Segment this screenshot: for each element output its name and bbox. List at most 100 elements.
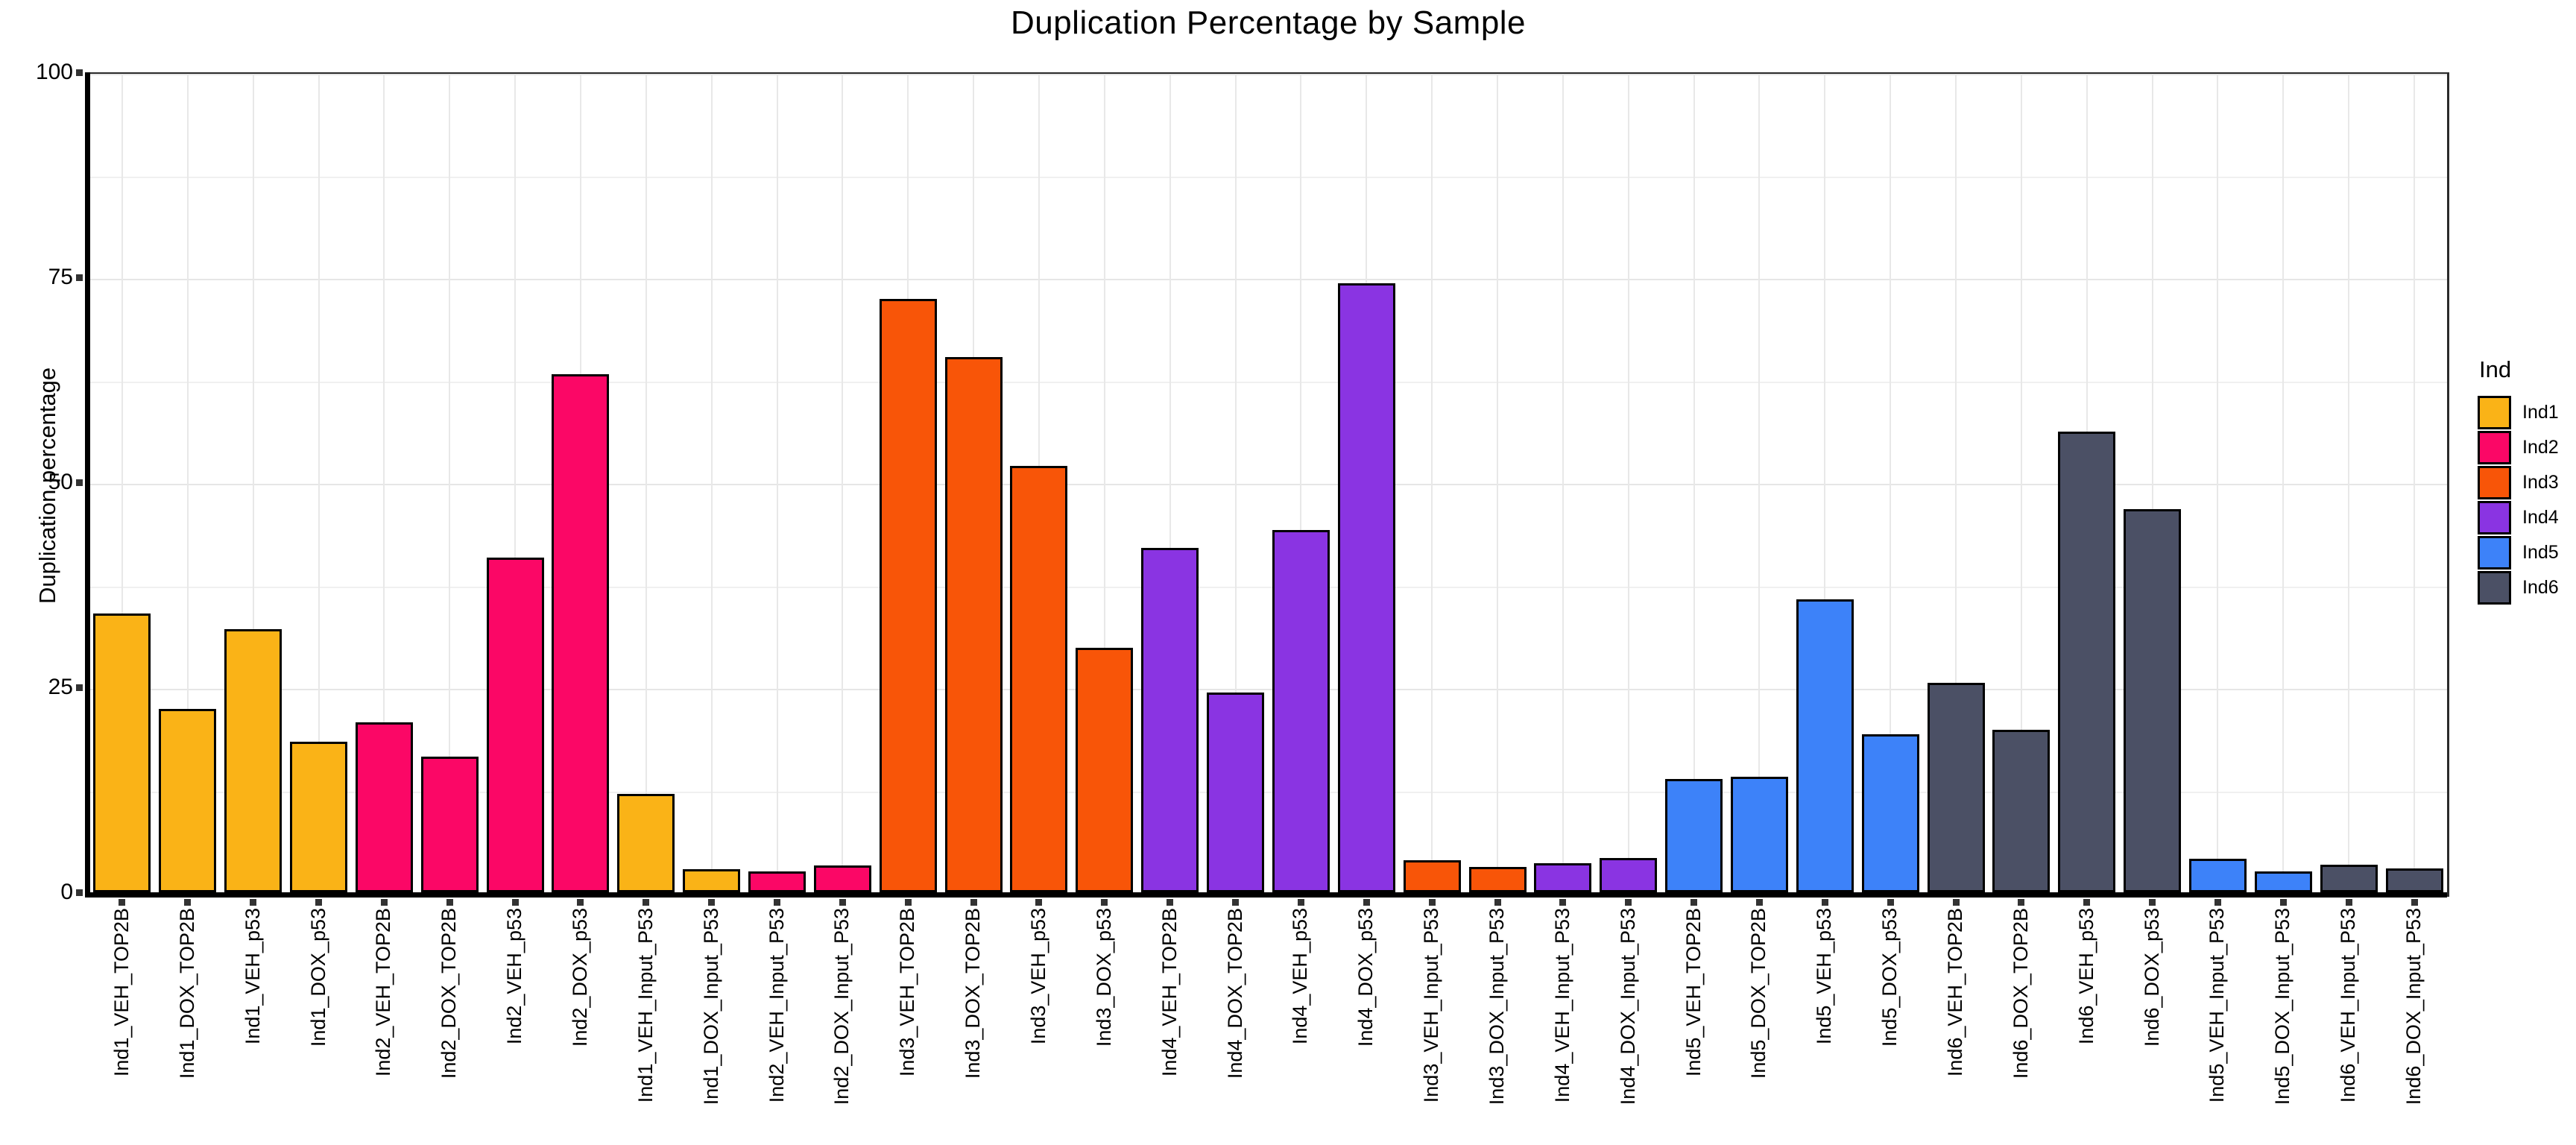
x-tick [904, 899, 912, 906]
bar-Ind2_DOX_Input_P53 [814, 865, 871, 892]
x-tick [2018, 899, 2025, 906]
x-axis-label-Ind4_DOX_p53: Ind4_DOX_p53 [1354, 908, 1377, 1047]
x-tick [1559, 899, 1567, 906]
category-gridline [1431, 75, 1433, 897]
y-tick-label: 0 [60, 880, 73, 904]
legend-label-Ind5: Ind5 [2522, 542, 2559, 563]
x-tick [577, 899, 584, 906]
y-tick [76, 274, 83, 281]
x-tick [643, 899, 650, 906]
x-tick [1232, 899, 1240, 906]
x-axis-label-Ind2_VEH_TOP2B: Ind2_VEH_TOP2B [372, 908, 395, 1077]
bar-Ind6_DOX_TOP2B [1992, 730, 2050, 892]
x-tick [2279, 899, 2287, 906]
x-axis-label-Ind1_DOX_TOP2B: Ind1_DOX_TOP2B [175, 908, 198, 1079]
x-tick [2149, 899, 2156, 906]
major-gridline [89, 689, 2447, 690]
x-axis-label-Ind6_DOX_Input_P53: Ind6_DOX_Input_P53 [2402, 908, 2425, 1105]
category-gridline [2414, 75, 2416, 897]
x-tick [2083, 899, 2091, 906]
bar-Ind1_DOX_Input_P53 [683, 869, 740, 892]
legend-title: Ind [2479, 356, 2512, 382]
bar-Ind6_VEH_TOP2B [1928, 683, 1985, 892]
y-tick [76, 69, 83, 76]
bar-Ind5_DOX_TOP2B [1731, 777, 1788, 892]
x-tick [184, 899, 192, 906]
bar-Ind6_DOX_p53 [2124, 509, 2181, 892]
bar-Ind2_DOX_p53 [552, 374, 609, 892]
y-tick-label: 25 [48, 675, 73, 699]
bar-Ind5_VEH_TOP2B [1665, 779, 1723, 892]
x-axis-label-Ind3_VEH_Input_P53: Ind3_VEH_Input_P53 [1420, 908, 1443, 1103]
y-tick [76, 889, 83, 896]
x-axis-label-Ind5_DOX_p53: Ind5_DOX_p53 [1878, 908, 1901, 1047]
category-gridline [318, 75, 320, 897]
x-tick [970, 899, 977, 906]
legend-label-Ind1: Ind1 [2522, 402, 2559, 423]
bar-Ind5_VEH_p53 [1796, 599, 1854, 892]
x-axis-label-Ind5_VEH_TOP2B: Ind5_VEH_TOP2B [1682, 908, 1705, 1077]
category-gridline [776, 75, 778, 897]
category-gridline [1890, 75, 1892, 897]
x-tick [1494, 899, 1501, 906]
category-gridline [1627, 75, 1629, 897]
y-tick-label: 75 [48, 265, 73, 289]
x-tick [839, 899, 846, 906]
category-gridline [449, 75, 451, 897]
legend: Ind Ind1 Ind2 Ind3 Ind4 Ind5 Ind6 [2476, 356, 2573, 625]
category-gridline [1169, 75, 1171, 897]
bar-Ind1_DOX_TOP2B [159, 709, 216, 892]
x-tick [1101, 899, 1108, 906]
legend-swatch-Ind1 [2478, 396, 2511, 429]
category-gridline [1103, 75, 1105, 897]
x-axis-label-Ind3_DOX_p53: Ind3_DOX_p53 [1092, 908, 1115, 1047]
x-axis-label-Ind3_VEH_TOP2B: Ind3_VEH_TOP2B [896, 908, 919, 1077]
category-gridline [1824, 75, 1826, 897]
category-gridline [2151, 75, 2153, 897]
bar-Ind5_VEH_Input_P53 [2189, 859, 2247, 892]
bar-Ind3_DOX_Input_P53 [1469, 867, 1527, 892]
bar-Ind2_VEH_TOP2B [356, 722, 413, 892]
x-tick [1755, 899, 1763, 906]
category-gridline [1497, 75, 1498, 897]
x-axis-label-Ind1_DOX_Input_P53: Ind1_DOX_Input_P53 [699, 908, 722, 1105]
bar-Ind1_VEH_p53 [224, 629, 282, 892]
x-tick [2345, 899, 2352, 906]
x-tick [1363, 899, 1370, 906]
x-axis-label-Ind2_VEH_p53: Ind2_VEH_p53 [503, 908, 526, 1045]
category-gridline [1300, 75, 1302, 897]
x-axis-label-Ind4_VEH_TOP2B: Ind4_VEH_TOP2B [1158, 908, 1181, 1077]
x-axis-label-Ind1_DOX_p53: Ind1_DOX_p53 [306, 908, 329, 1047]
x-axis-label-Ind5_VEH_p53: Ind5_VEH_p53 [1813, 908, 1836, 1045]
x-axis-label-Ind3_DOX_TOP2B: Ind3_DOX_TOP2B [962, 908, 985, 1079]
bar-Ind4_DOX_Input_P53 [1600, 858, 1657, 892]
plot-panel [89, 72, 2449, 897]
legend-label-Ind6: Ind6 [2522, 577, 2559, 598]
legend-swatch-Ind3 [2478, 466, 2511, 499]
category-gridline [1955, 75, 1957, 897]
bar-Ind3_DOX_p53 [1076, 648, 1133, 892]
x-axis-label-Ind2_DOX_Input_P53: Ind2_DOX_Input_P53 [830, 908, 853, 1105]
bar-Ind1_VEH_Input_P53 [617, 794, 675, 892]
y-tick [76, 479, 83, 486]
bar-Ind6_VEH_p53 [2058, 432, 2115, 892]
category-gridline [121, 75, 123, 897]
bar-Ind1_VEH_TOP2B [93, 613, 151, 892]
minor-gridline [89, 381, 2447, 383]
legend-swatch-Ind2 [2478, 431, 2511, 464]
bar-Ind5_DOX_Input_P53 [2255, 871, 2312, 892]
x-axis-label-Ind5_VEH_Input_P53: Ind5_VEH_Input_P53 [2206, 908, 2229, 1103]
x-tick [1887, 899, 1894, 906]
x-axis-label-Ind6_VEH_TOP2B: Ind6_VEH_TOP2B [1944, 908, 1967, 1077]
x-tick [1297, 899, 1304, 906]
bar-Ind4_VEH_p53 [1272, 530, 1330, 892]
x-axis-label-Ind3_VEH_p53: Ind3_VEH_p53 [1026, 908, 1049, 1045]
major-gridline [89, 484, 2447, 485]
bar-Ind4_VEH_TOP2B [1141, 548, 1199, 892]
x-axis-label-Ind4_VEH_p53: Ind4_VEH_p53 [1289, 908, 1312, 1045]
x-tick [1690, 899, 1698, 906]
bar-Ind3_VEH_TOP2B [880, 299, 937, 892]
major-gridline [89, 74, 2447, 75]
x-axis-label-Ind5_DOX_Input_P53: Ind5_DOX_Input_P53 [2271, 908, 2294, 1105]
